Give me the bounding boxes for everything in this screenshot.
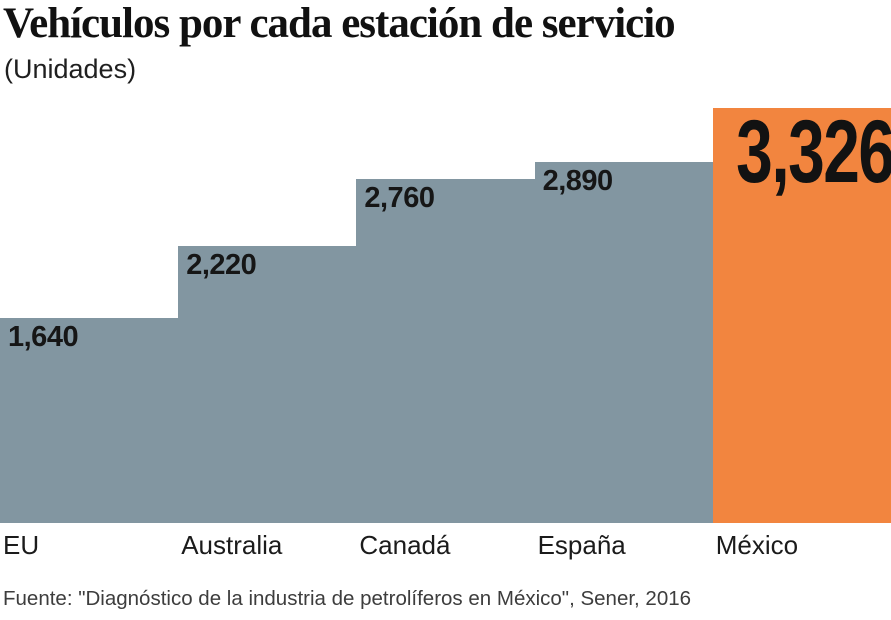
- x-axis-label-espana: España: [537, 530, 626, 560]
- source-attribution: Fuente: "Diagnóstico de la industria de …: [3, 587, 692, 610]
- x-axis-label-eu: EU: [3, 530, 40, 560]
- x-axis-label-mexico: México: [715, 530, 799, 560]
- bar-value-label-espana: 2,890: [542, 165, 614, 198]
- bar-eu: 1,640: [0, 318, 179, 523]
- bar-mexico: 3,326: [712, 101, 891, 523]
- chart-subtitle: (Unidades): [4, 54, 137, 84]
- plot-area: 1,640 2,220 2,760 2,890 3,326: [0, 101, 891, 523]
- x-axis-label-australia: Australia: [181, 530, 283, 560]
- x-axis-label-canada: Canadá: [359, 530, 451, 560]
- bar-espana: 2,890: [534, 162, 713, 523]
- bar-canada: 2,760: [356, 178, 535, 523]
- x-axis: EU Australia Canadá España México: [0, 530, 891, 561]
- bar-value-label-eu: 1,640: [8, 321, 79, 354]
- bar-australia: 2,220: [178, 246, 357, 523]
- bar-value-label-canada: 2,760: [364, 181, 435, 214]
- bar-value-label-australia: 2,220: [186, 249, 257, 282]
- chart-title: Vehículos por cada estación de servicio: [3, 0, 676, 47]
- bar-value-label-mexico: 3,326: [735, 101, 891, 201]
